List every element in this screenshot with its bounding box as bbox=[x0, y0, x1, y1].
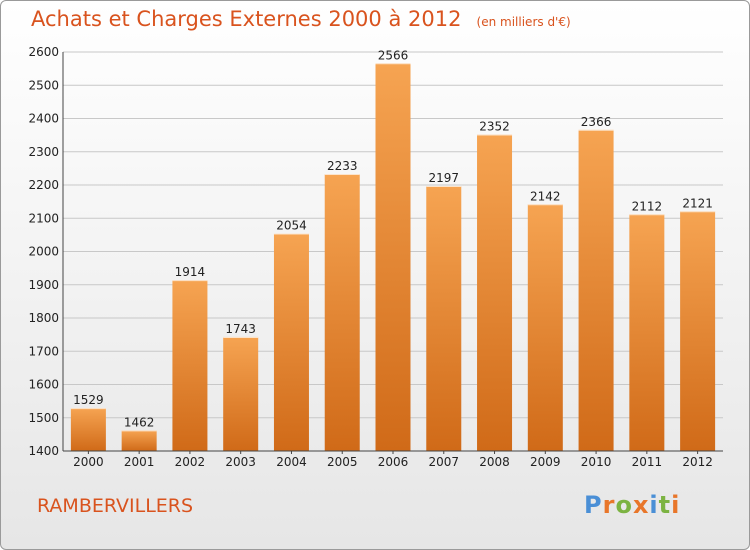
proxiti-logo: Proxiti bbox=[584, 491, 680, 519]
bar bbox=[172, 280, 208, 451]
bar bbox=[426, 185, 462, 451]
x-tick-label: 2007 bbox=[428, 455, 459, 469]
y-tick-label: 1500 bbox=[28, 411, 59, 425]
bar bbox=[680, 211, 716, 451]
value-label: 2197 bbox=[428, 171, 459, 185]
value-labels: 1529 1462 1914 1743 2054 2233 2566 2197 2352 2142… bbox=[73, 48, 713, 429]
x-tick-label: 2009 bbox=[530, 455, 561, 469]
y-axis-ticks: 1400 1500 1600 1700 1800 1900 2000 2100 2200 2300… bbox=[28, 45, 59, 458]
bar bbox=[629, 214, 665, 451]
value-label: 1529 bbox=[73, 393, 104, 407]
value-label: 2366 bbox=[581, 115, 612, 129]
location-label: RAMBERVILLERS bbox=[37, 495, 194, 517]
x-tick-label: 2012 bbox=[682, 455, 713, 469]
x-tick-label: 2000 bbox=[73, 455, 104, 469]
bar bbox=[273, 233, 309, 451]
chart-title: Achats et Charges Externes 2000 à 2012 bbox=[31, 7, 462, 31]
x-tick-label: 2002 bbox=[175, 455, 206, 469]
y-tick-label: 2000 bbox=[28, 245, 59, 259]
y-tick-label: 2600 bbox=[28, 45, 59, 59]
value-label: 2352 bbox=[479, 119, 510, 133]
logo-letter: o bbox=[615, 491, 633, 519]
y-tick-label: 1400 bbox=[28, 444, 59, 458]
y-tick-label: 2500 bbox=[28, 78, 59, 92]
x-axis-ticks: 2000 2001 2002 2003 2004 2005 2006 2007 2008 2009… bbox=[73, 451, 713, 469]
logo-letter: t bbox=[658, 491, 672, 519]
bar bbox=[477, 134, 513, 451]
logo-letter: x bbox=[632, 491, 650, 519]
y-tick-label: 1900 bbox=[28, 278, 59, 292]
value-label: 2142 bbox=[530, 189, 561, 203]
y-tick-label: 2200 bbox=[28, 178, 59, 192]
x-tick-label: 2006 bbox=[378, 455, 409, 469]
y-tick-label: 1800 bbox=[28, 311, 59, 325]
value-label: 1914 bbox=[175, 265, 206, 279]
y-tick-label: 1700 bbox=[28, 344, 59, 358]
y-tick-label: 2300 bbox=[28, 145, 59, 159]
logo-letter: P bbox=[584, 491, 603, 519]
x-tick-label: 2010 bbox=[581, 455, 612, 469]
unit-note: (en milliers d'€) bbox=[476, 15, 571, 29]
bar bbox=[223, 336, 259, 451]
bar bbox=[578, 129, 614, 451]
axes bbox=[62, 52, 723, 452]
x-tick-label: 2001 bbox=[124, 455, 155, 469]
x-tick-label: 2003 bbox=[225, 455, 256, 469]
x-tick-label: 2008 bbox=[479, 455, 510, 469]
value-label: 2121 bbox=[682, 196, 713, 210]
chart-title-block: Achats et Charges Externes 2000 à 2012 (… bbox=[31, 7, 571, 31]
value-label: 1462 bbox=[124, 415, 155, 429]
x-tick-label: 2004 bbox=[276, 455, 307, 469]
x-tick-label: 2011 bbox=[632, 455, 663, 469]
bar bbox=[527, 204, 563, 451]
bar bbox=[70, 408, 106, 451]
x-tick-label: 2005 bbox=[327, 455, 358, 469]
value-label: 2233 bbox=[327, 159, 358, 173]
bars bbox=[70, 63, 716, 452]
value-label: 2566 bbox=[378, 48, 409, 62]
value-label: 1743 bbox=[225, 322, 256, 336]
y-tick-label: 2100 bbox=[28, 211, 59, 225]
bar bbox=[121, 430, 157, 451]
bar bbox=[324, 174, 360, 451]
logo-letter: r bbox=[602, 491, 616, 519]
value-label: 2054 bbox=[276, 219, 307, 233]
logo-letter: i bbox=[671, 491, 681, 519]
value-label: 2112 bbox=[632, 199, 663, 213]
bar bbox=[375, 63, 411, 452]
y-tick-label: 1600 bbox=[28, 378, 59, 392]
logo-letter: i bbox=[649, 491, 659, 519]
y-tick-label: 2400 bbox=[28, 112, 59, 126]
